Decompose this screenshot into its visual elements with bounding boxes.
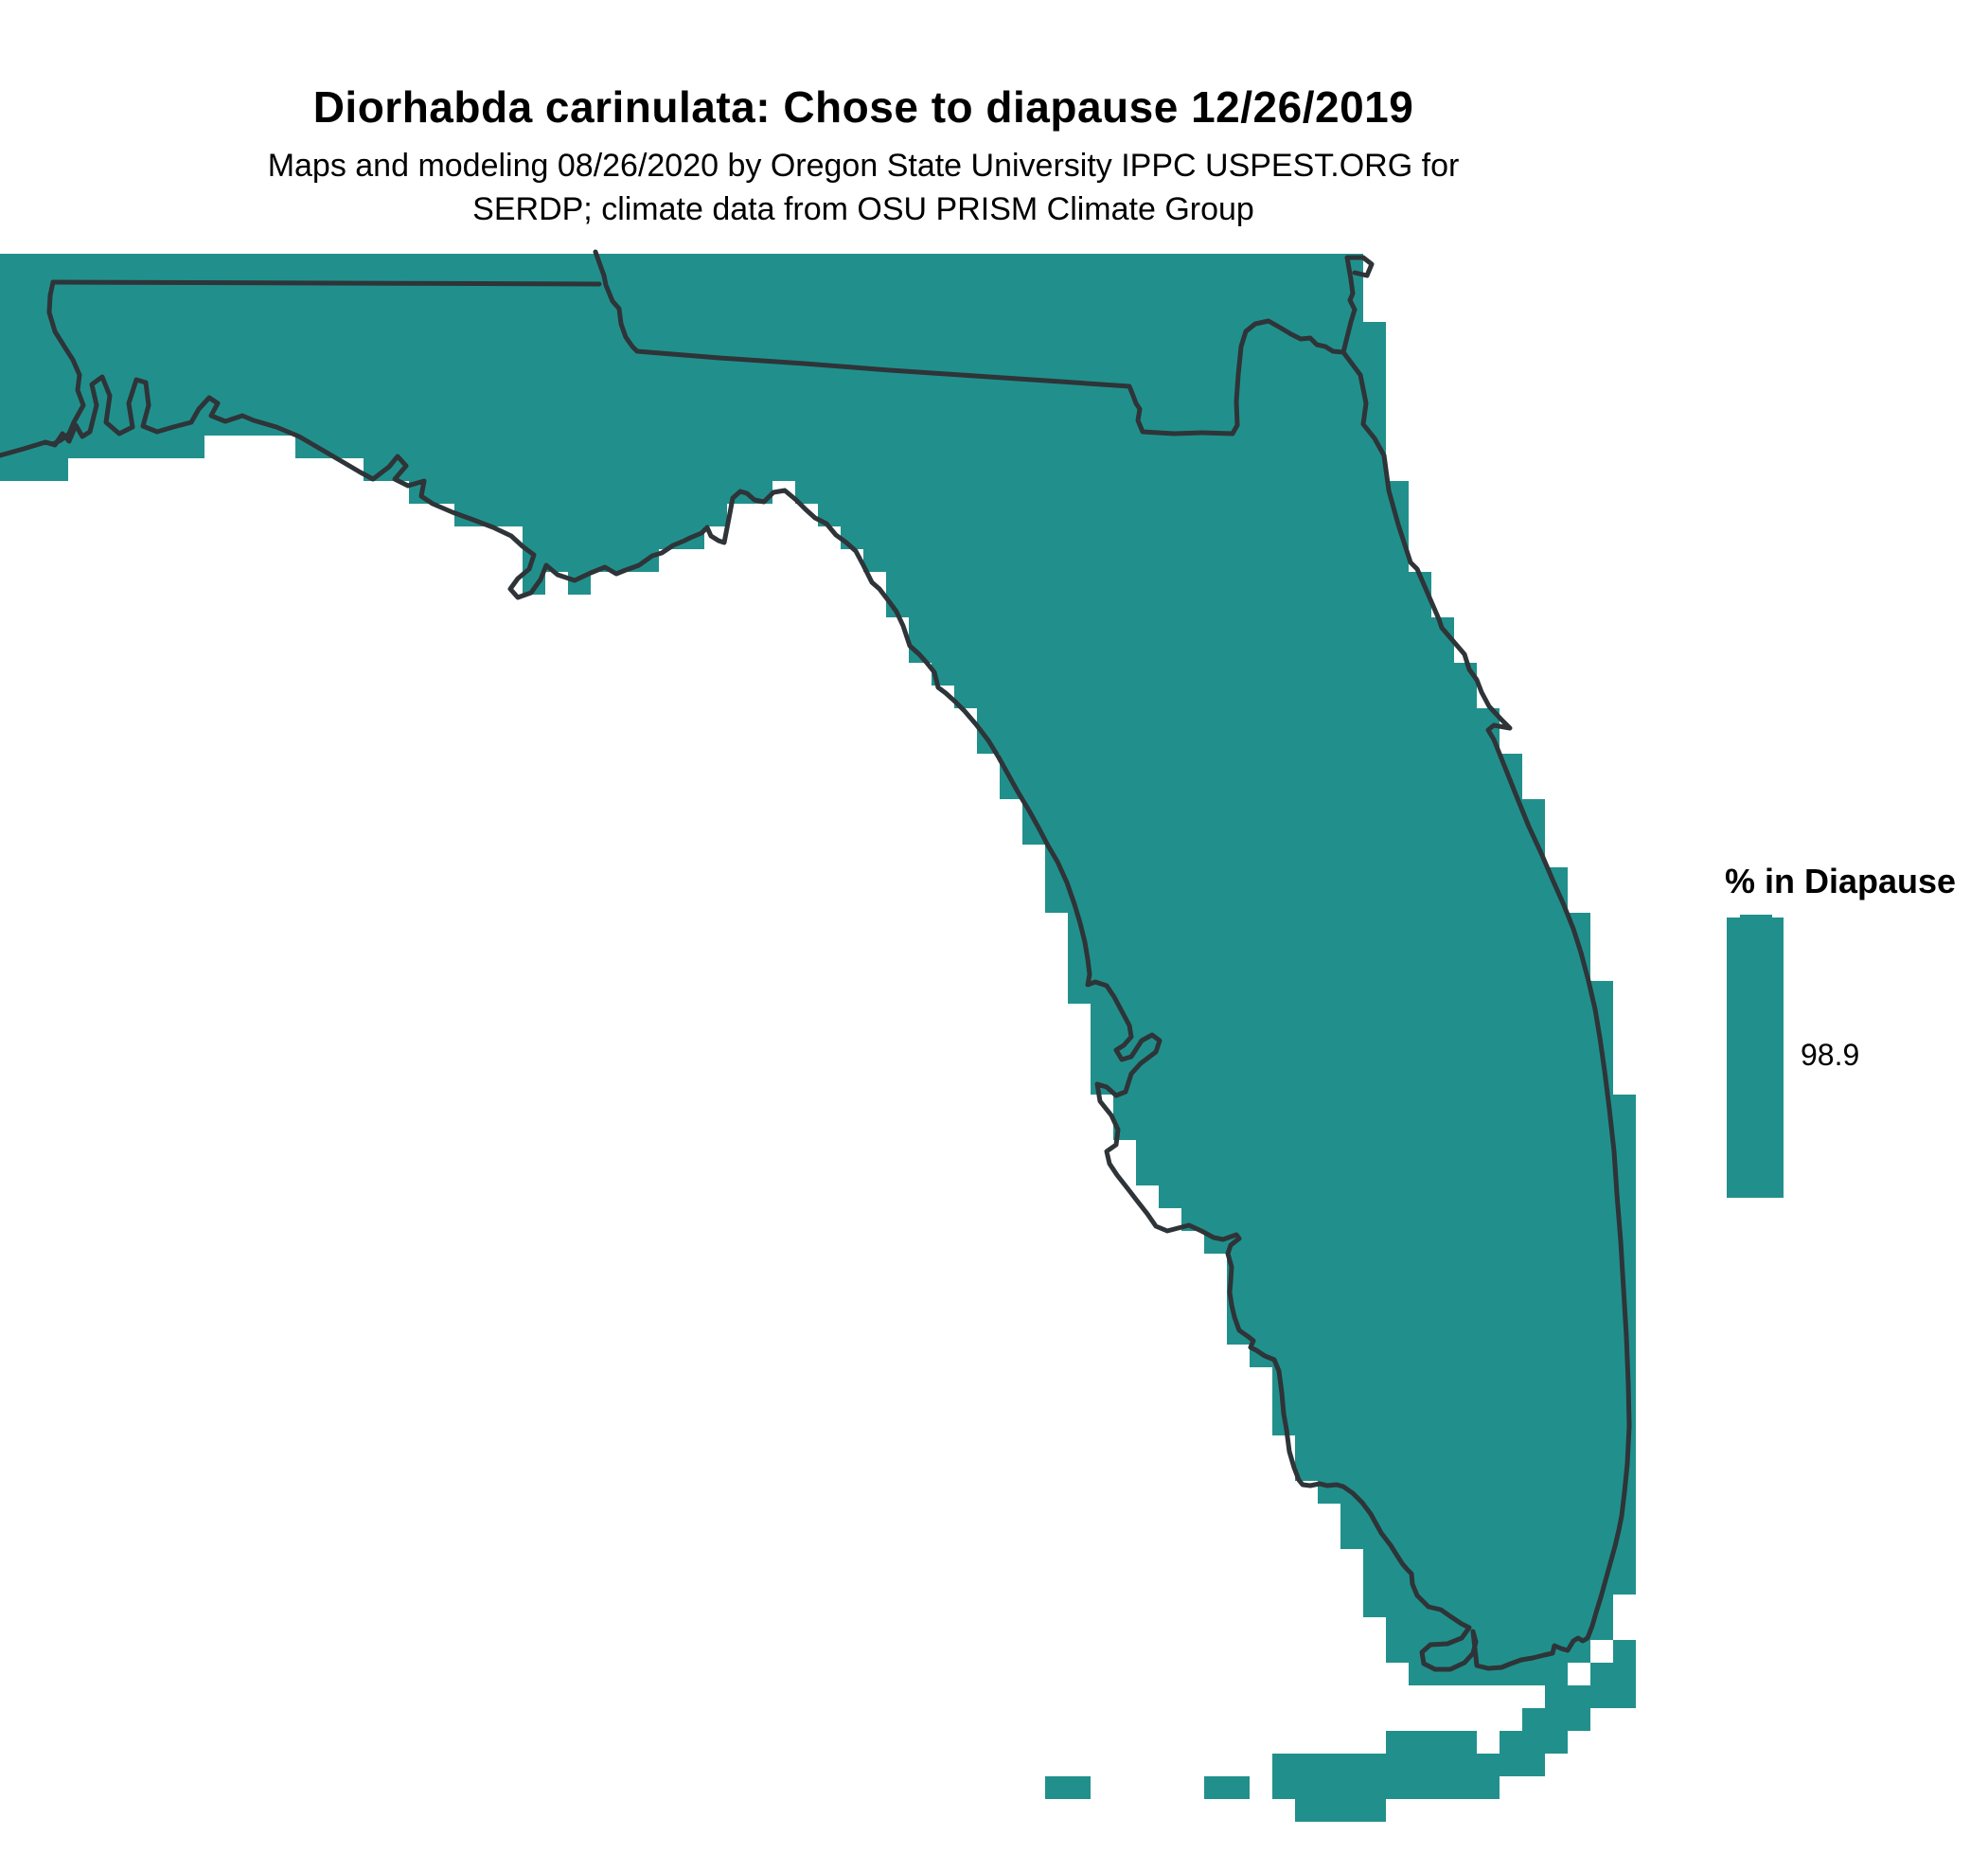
map-raster-fill-layer — [0, 254, 1636, 1822]
page-subtitle: Maps and modeling 08/26/2020 by Oregon S… — [0, 144, 1727, 231]
legend-tick-right — [1772, 915, 1784, 918]
legend-tick-left — [1727, 915, 1740, 918]
legend-tick-label: 98.9 — [1801, 1038, 1860, 1072]
legend-colorbar — [1727, 915, 1784, 1198]
subtitle-line-2: SERDP; climate data from OSU PRISM Clima… — [472, 191, 1254, 227]
page-title: Diorhabda carinulata: Chose to diapause … — [312, 82, 1414, 132]
subtitle-line-1: Maps and modeling 08/26/2020 by Oregon S… — [267, 148, 1460, 184]
state-boundary-layer — [0, 249, 1632, 1672]
legend-title: % in Diapause — [1725, 862, 1957, 900]
